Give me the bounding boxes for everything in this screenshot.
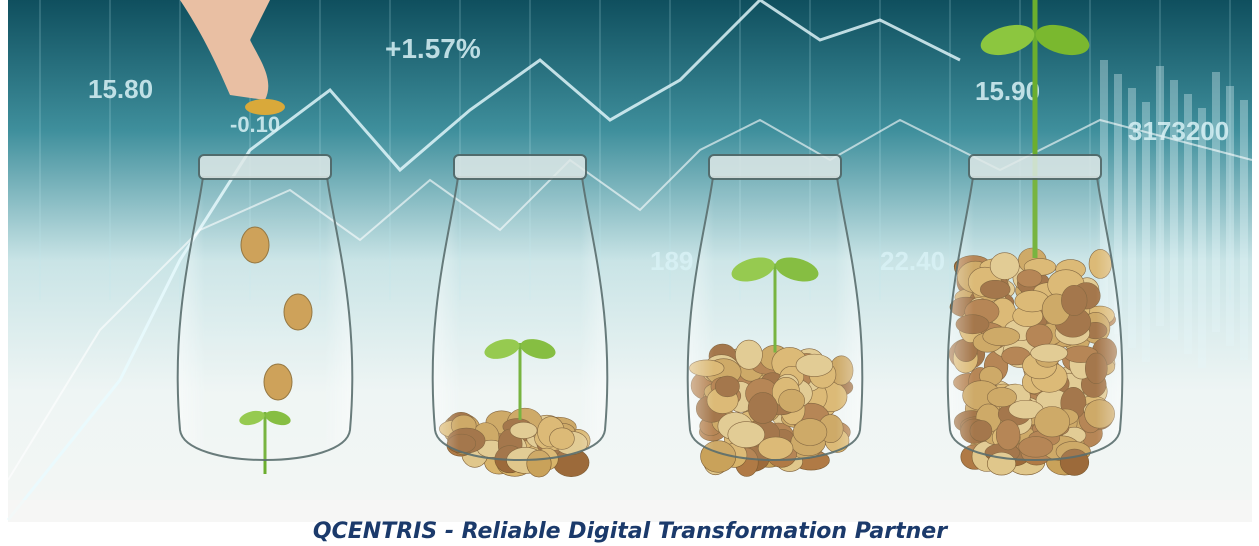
backdrop-bar bbox=[1156, 66, 1164, 326]
backdrop-bar bbox=[1212, 72, 1220, 332]
background-number: 15.80 bbox=[88, 74, 153, 104]
background-number: 22.40 bbox=[880, 246, 945, 276]
jar bbox=[178, 155, 353, 474]
jar bbox=[688, 155, 863, 476]
banner: 15.80 +1.57% 15.90 3173200 -0.10 189 22.… bbox=[0, 0, 1259, 546]
backdrop-bar bbox=[1240, 100, 1248, 360]
jar-body bbox=[433, 177, 608, 460]
jar-body bbox=[948, 177, 1123, 460]
jar-body bbox=[178, 177, 353, 460]
jar-rim bbox=[199, 155, 331, 179]
jar-rim bbox=[454, 155, 586, 179]
jar-rim bbox=[969, 155, 1101, 179]
background-number: +1.57% bbox=[385, 33, 481, 64]
jar-rim bbox=[709, 155, 841, 179]
jar-body bbox=[688, 177, 863, 460]
caption: QCENTRIS - Reliable Digital Transformati… bbox=[313, 519, 948, 544]
background-number: -0.10 bbox=[230, 112, 280, 137]
page: {"banner": {"background_numbers": ["15.8… bbox=[0, 0, 1259, 546]
jar bbox=[433, 155, 608, 477]
background-number: 15.90 bbox=[975, 76, 1040, 106]
background-number: 189 bbox=[650, 246, 693, 276]
falling-coin bbox=[245, 99, 285, 115]
background-number: 3173200 bbox=[1128, 116, 1229, 146]
